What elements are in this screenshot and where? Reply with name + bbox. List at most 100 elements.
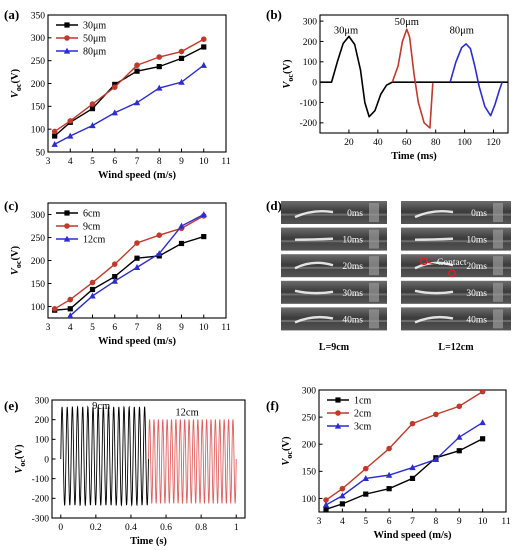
film-streak: [414, 315, 454, 324]
video-frame-1-4: 40ms: [401, 307, 511, 331]
data-point-50μm: [89, 101, 96, 107]
legend-label: 80μm: [83, 47, 106, 58]
y-tick-label: 150: [31, 280, 46, 290]
x-tick-label: 11: [221, 157, 230, 167]
y-axis-label-main: V: [281, 458, 292, 466]
x-tick-label: 60: [402, 138, 412, 148]
data-point-9cm: [67, 296, 74, 303]
y-axis-label: Voc(V): [10, 68, 23, 98]
data-point-1cm: [456, 448, 462, 454]
data-point-2cm: [386, 445, 392, 452]
x-tick-label: 3: [317, 517, 322, 527]
x-axis-label: Wind speed (m/s): [374, 530, 452, 541]
x-axis-label: Time (ms): [391, 151, 437, 162]
video-frame-1-0: 0ms: [401, 201, 511, 224]
legend-marker-30μm: [64, 22, 70, 28]
y-tick-label: 200: [31, 80, 46, 90]
data-point-9cm: [156, 232, 163, 238]
data-point-3cm: [362, 474, 369, 481]
y-tick-label: 300: [35, 396, 50, 406]
legend-marker-1cm: [335, 397, 341, 403]
x-tick-label: 4: [340, 517, 345, 527]
data-point-1cm: [323, 506, 329, 512]
plot-area-c: [51, 211, 207, 318]
legend-marker-9cm: [64, 223, 70, 229]
y-tick-label: 250: [302, 414, 317, 424]
x-tick-label: 100: [457, 138, 472, 148]
x-tick-label: 1: [234, 523, 239, 533]
x-tick-label: 10: [199, 323, 209, 333]
panel-label-f: (f): [266, 398, 279, 413]
x-tick-label: 7: [135, 157, 140, 167]
annotation-label: 9cm: [92, 401, 110, 412]
data-point-80μm: [111, 109, 118, 116]
chart-b: (b) 20 40 60 80 100 120 -200 -100 0 100 200 300 Time …: [266, 7, 509, 162]
legend-marker-2cm: [335, 410, 341, 416]
x-tick-label: 10: [478, 517, 488, 527]
contact-marker: [448, 269, 456, 278]
data-point-80μm: [51, 140, 58, 147]
data-point-30μm: [201, 44, 207, 50]
plot-area-b: [320, 28, 508, 129]
y-tick-label: -200: [32, 495, 50, 505]
x-tick-label: 0: [58, 523, 63, 533]
data-point-50μm: [178, 48, 185, 55]
data-point-1cm: [339, 501, 345, 507]
data-point-2cm: [362, 465, 369, 472]
y-tick-label: 300: [31, 34, 46, 44]
x-tick-label: 0.6: [160, 523, 172, 533]
y-tick-label: 300: [302, 386, 317, 396]
annotation-label: 12cm: [175, 408, 198, 419]
x-tick-label: 11: [501, 517, 510, 527]
data-point-3cm: [479, 419, 486, 426]
annotation-label: 50μm: [395, 17, 419, 28]
x-tick-label: 10: [199, 157, 209, 167]
x-tick-label: 7: [135, 323, 140, 333]
plot-frame-b: [319, 14, 509, 134]
y-axis-label-unit: (V): [10, 245, 21, 260]
time-label: 30ms: [466, 289, 487, 299]
x-axis-label: Time (s): [130, 536, 167, 547]
data-point-2cm: [433, 411, 439, 418]
time-label: 40ms: [342, 315, 363, 325]
legend-label: 6cm: [83, 209, 100, 220]
x-tick-label: 9: [457, 517, 462, 527]
x-tick-label: 4: [68, 323, 73, 333]
legend-marker-6cm: [64, 210, 70, 216]
data-point-2cm: [323, 497, 329, 503]
chart-f: (f) 3 4 5 6 7 8 9 10 11 100 150 200 250 300 Wind speed …: [266, 386, 511, 541]
panel-label-b: (b): [266, 7, 282, 22]
y-axis-label-sub: oc: [285, 451, 294, 459]
panel-label-e: (e): [4, 398, 18, 413]
y-axis-label-unit: (V): [14, 444, 25, 459]
data-point-2cm: [456, 403, 463, 410]
legend-label: 50μm: [83, 34, 106, 45]
video-frame-1-3: 30ms: [401, 280, 511, 304]
y-tick-label: 200: [31, 257, 46, 267]
data-point-80μm: [178, 78, 185, 85]
data-point-30μm: [134, 68, 140, 74]
legend-marker-3cm: [334, 422, 342, 429]
y-tick-label: 150: [31, 103, 46, 113]
annotation-label: 30μm: [334, 25, 358, 36]
y-tick-label: 50: [36, 148, 46, 158]
y-tick-label: -100: [32, 475, 50, 485]
plot-area-a: [51, 36, 207, 147]
data-point-3cm: [339, 492, 346, 499]
film-streak: [294, 315, 334, 324]
x-tick-label: 6: [112, 323, 117, 333]
data-point-50μm: [67, 118, 74, 124]
time-label: 20ms: [342, 262, 363, 272]
data-point-2cm: [479, 390, 486, 395]
time-label: 20ms: [466, 262, 487, 272]
film-streak: [414, 261, 454, 270]
data-point-12cm: [111, 277, 118, 284]
x-tick-label: 0.4: [125, 523, 137, 533]
x-tick-label: 7: [410, 517, 415, 527]
data-point-12cm: [89, 292, 96, 299]
data-point-9cm: [111, 261, 118, 267]
series-line-30μm: [54, 46, 205, 137]
video-frame-0-0: 0ms: [281, 201, 387, 224]
data-point-2cm: [339, 485, 346, 492]
